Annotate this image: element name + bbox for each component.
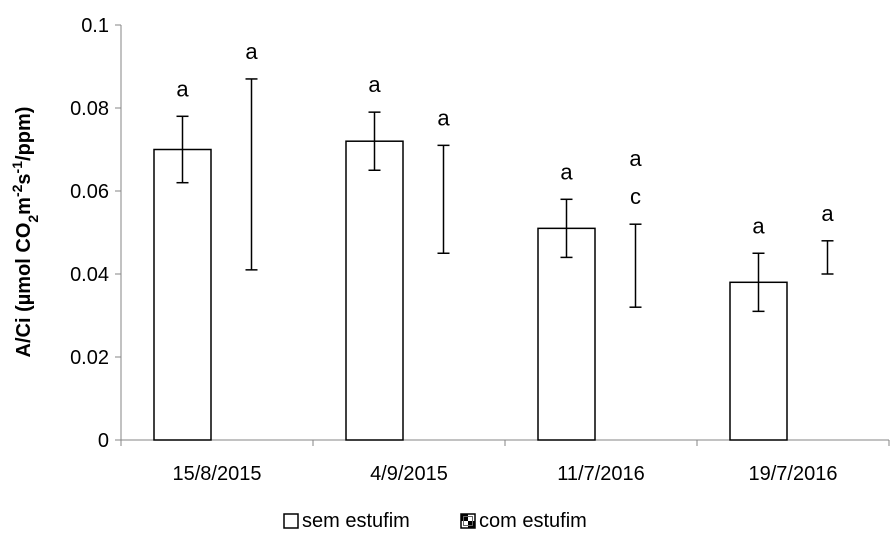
y-tick-label: 0.04	[70, 264, 109, 286]
significance-letter: a	[629, 146, 642, 171]
significance-letter: c	[630, 184, 641, 209]
bar-sem-estufim	[537, 227, 596, 441]
y-tick-label: 0.06	[70, 181, 109, 203]
significance-letter: a	[245, 39, 258, 64]
error-bars	[176, 78, 834, 313]
bar-sem-estufim	[345, 140, 404, 441]
x-axis: 15/8/2015 4/9/2015 11/7/2016 19/7/2016	[120, 439, 890, 485]
significance-letter: a	[437, 105, 450, 130]
significance-letter: a	[821, 201, 834, 226]
y-axis-title: A/Ci (µmol CO2m-2s-1/ppm)	[9, 107, 41, 358]
y-axis-label-part: 2	[25, 215, 41, 223]
bar-sem-estufim	[153, 148, 212, 441]
y-axis: 0 0.02 0.04 0.06 0.08 0.1	[70, 15, 122, 452]
y-tick-label: 0	[98, 430, 109, 452]
x-tick-label: 15/8/2015	[173, 463, 262, 485]
legend-label: sem estufim	[302, 510, 410, 532]
significance-letter: a	[176, 76, 189, 101]
significance-letter: a	[560, 159, 573, 184]
y-axis-label-part: m	[13, 197, 35, 215]
significance-letter: a	[368, 72, 381, 97]
y-tick-label: 0.02	[70, 347, 109, 369]
y-axis-label: A/Ci (µmol CO2m-2s-1/ppm)	[9, 107, 41, 358]
x-tick-label: 19/7/2016	[749, 463, 838, 485]
y-axis-label-part: s	[13, 173, 35, 184]
bars	[153, 140, 788, 441]
legend: sem estufim com estufim	[283, 510, 587, 532]
y-tick-label: 0.1	[81, 15, 109, 37]
y-tick-label: 0.08	[70, 98, 109, 120]
legend-label: com estufim	[479, 510, 587, 532]
y-axis-label-part: /ppm)	[13, 107, 35, 161]
y-axis-label-part: -2	[9, 184, 25, 197]
x-tick-label: 4/9/2015	[370, 463, 448, 485]
bar-sem-estufim	[729, 281, 788, 441]
y-axis-label-part: A/Ci (µmol CO	[13, 223, 35, 358]
significance-letter: a	[752, 213, 765, 238]
x-tick-label: 11/7/2016	[557, 463, 645, 485]
y-axis-label-part: -1	[9, 161, 25, 174]
legend-swatch-com-estufim	[460, 513, 476, 529]
legend-swatch-sem-estufim	[283, 513, 299, 529]
